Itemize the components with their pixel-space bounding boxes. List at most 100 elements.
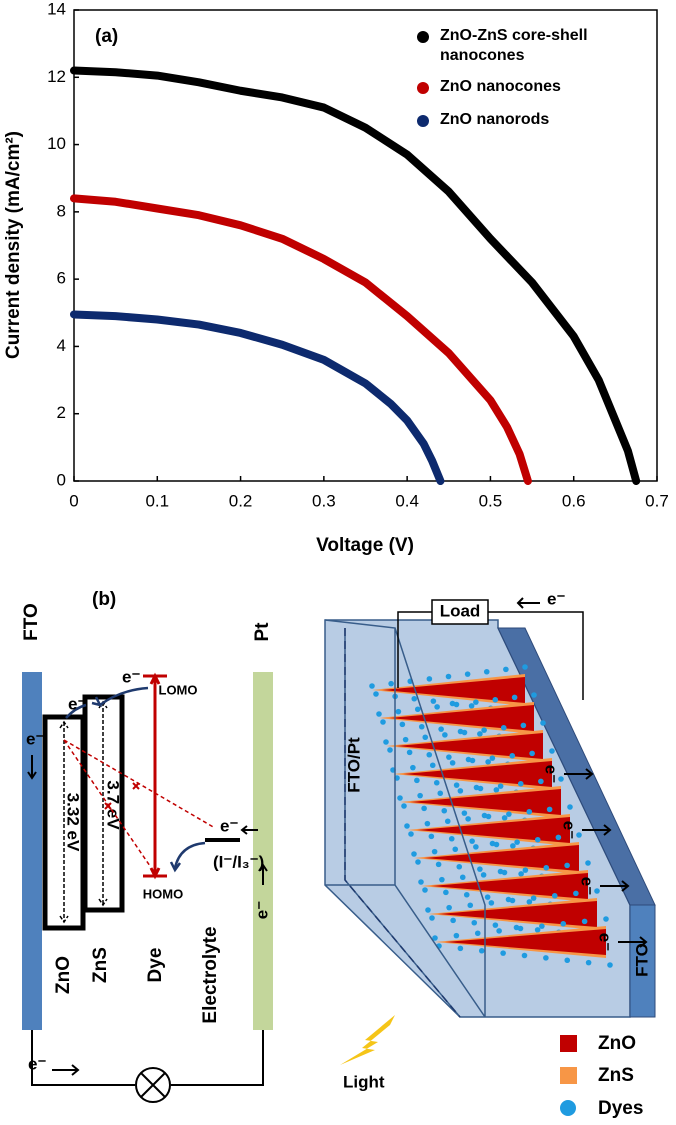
legend-label: ZnO-ZnS core-shell nanocones <box>440 27 588 64</box>
dye <box>477 785 484 792</box>
dye <box>500 950 506 956</box>
cell-frame-hidden <box>344 628 461 1018</box>
dye <box>415 859 421 865</box>
dye <box>446 754 452 760</box>
dye <box>401 803 407 809</box>
legend-label: ZnO nanorods <box>440 111 550 128</box>
dye <box>435 861 442 868</box>
dye <box>474 930 481 937</box>
dye <box>546 806 553 813</box>
y-tick-label: 0 <box>57 470 66 489</box>
dye <box>492 922 499 928</box>
y-tick-label: 10 <box>47 134 66 153</box>
dye <box>492 696 499 703</box>
nanocone-core <box>438 901 597 927</box>
pt-label: Pt <box>252 622 273 642</box>
dye <box>564 957 571 964</box>
legend-label: Dyes <box>598 1098 643 1119</box>
x-axis-label: Voltage (V) <box>316 535 414 556</box>
dye <box>408 831 414 837</box>
y-tick-label: 8 <box>57 201 66 220</box>
dye <box>496 928 502 934</box>
dye <box>422 887 428 893</box>
dye <box>478 947 485 954</box>
dye <box>469 757 476 764</box>
homo-label: HOMO <box>143 886 183 901</box>
dye <box>428 833 435 840</box>
dye <box>461 729 468 736</box>
dye <box>425 907 431 913</box>
legend-marker <box>417 115 429 127</box>
fto-label: FTO <box>632 943 651 977</box>
arrow <box>516 597 540 609</box>
load-box <box>431 599 489 625</box>
plot-frame <box>73 9 658 482</box>
electron-label: e⁻ <box>122 667 140 686</box>
dye <box>510 843 516 849</box>
dye <box>581 918 588 925</box>
dye <box>464 671 471 677</box>
dye <box>453 932 460 939</box>
dye <box>450 917 456 924</box>
legend-marker <box>417 31 429 43</box>
dye <box>414 706 421 713</box>
arrow <box>149 672 161 880</box>
dye <box>530 895 537 901</box>
x-tick-label: 0 <box>69 491 78 510</box>
transfer-arrow <box>65 686 149 719</box>
dye <box>501 815 508 821</box>
nanocone-array: e⁻ e⁻ e⁻ e⁻ <box>369 664 648 968</box>
dye <box>539 923 545 929</box>
dye <box>526 899 533 905</box>
dye <box>457 788 464 794</box>
nanocone-core <box>445 929 606 955</box>
dye <box>501 869 508 876</box>
dye <box>534 927 541 933</box>
dye <box>522 664 528 670</box>
dye <box>509 897 516 904</box>
dye <box>477 866 483 872</box>
dye <box>387 747 393 753</box>
electron-label: e⁻ <box>252 901 271 919</box>
fto-pt-label: FTO/Pt <box>344 737 363 793</box>
blocked-mark <box>104 782 140 810</box>
dye <box>406 749 413 756</box>
dye <box>585 860 591 866</box>
dye <box>473 844 479 850</box>
dye <box>465 816 471 822</box>
dye <box>481 727 487 733</box>
transfer-arrow <box>169 841 206 873</box>
dye <box>445 673 452 680</box>
pt-electrode <box>253 672 273 1030</box>
load-label: Load <box>440 601 481 620</box>
y-tick-label: 2 <box>57 403 66 422</box>
dye <box>444 818 451 825</box>
dye <box>376 711 382 717</box>
dye <box>526 808 533 815</box>
dye <box>480 872 487 878</box>
dye <box>438 726 444 732</box>
legend-swatch <box>560 1035 577 1052</box>
dye <box>446 904 452 911</box>
dye <box>383 739 389 745</box>
dye-level <box>143 674 167 878</box>
legend-swatch <box>560 1100 576 1116</box>
legend-label: ZnO nanocones <box>440 78 561 95</box>
dye <box>543 955 549 961</box>
legend-entry: ZnO nanorods <box>440 111 550 128</box>
dye <box>457 945 464 952</box>
fto-label: FTO <box>21 603 42 641</box>
dye <box>388 680 394 687</box>
dye <box>459 874 466 881</box>
arrow <box>582 824 612 836</box>
dye <box>503 666 509 673</box>
legend-swatch <box>560 1067 577 1084</box>
dye <box>488 900 495 906</box>
dye <box>558 776 564 782</box>
dye <box>434 704 440 710</box>
dye <box>483 668 490 675</box>
load-wire <box>397 611 584 700</box>
material-label: Dye <box>145 948 166 983</box>
nanocone-core <box>417 817 570 843</box>
